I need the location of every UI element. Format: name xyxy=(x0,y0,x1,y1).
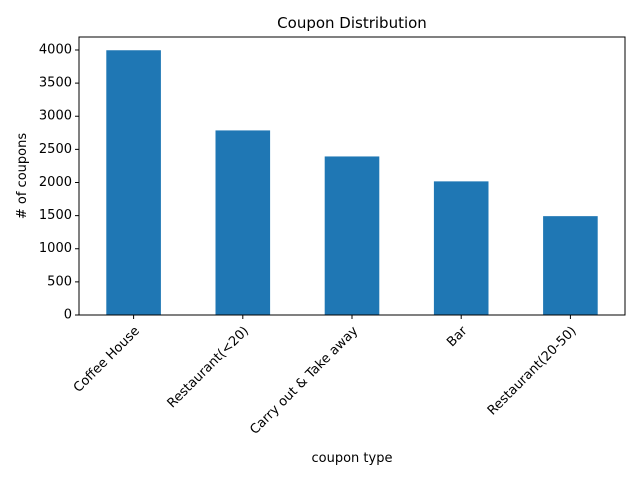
x-tick-label: Restaurant(<20) xyxy=(165,324,253,412)
plot-frame xyxy=(78,36,626,316)
bars-group xyxy=(106,50,598,316)
y-tick-label: 1500 xyxy=(39,208,72,223)
y-tick-label: 1000 xyxy=(39,241,72,256)
x-tick-label: Carry out & Take away xyxy=(247,323,361,437)
y-tick-label: 3000 xyxy=(39,109,72,124)
x-axis-ticks: Coffee House Restaurant(<20)Carry out & T… xyxy=(71,315,580,438)
bar xyxy=(324,156,380,315)
bar xyxy=(433,181,489,315)
bar xyxy=(543,216,598,315)
y-tick-label: 3500 xyxy=(39,76,72,91)
x-tick-label: Bar xyxy=(444,323,471,350)
bar xyxy=(106,50,161,316)
bar xyxy=(215,130,271,315)
y-axis-title: # of coupons xyxy=(15,133,30,219)
x-axis-title: coupon type xyxy=(312,451,393,466)
y-tick-label: 2000 xyxy=(39,175,72,190)
y-tick-label: 500 xyxy=(47,274,72,289)
y-tick-label: 4000 xyxy=(39,42,72,57)
x-tick-label: Coffee House xyxy=(71,324,143,396)
y-tick-label: 2500 xyxy=(39,142,72,157)
y-axis-ticks: 0 500 1000 1500 2000 2500 3000 3500 4000 xyxy=(39,42,79,323)
x-tick-label: Restaurant(20-50) xyxy=(485,324,580,419)
chart-title: Coupon Distribution xyxy=(277,14,427,32)
y-tick-label: 0 xyxy=(64,308,72,323)
